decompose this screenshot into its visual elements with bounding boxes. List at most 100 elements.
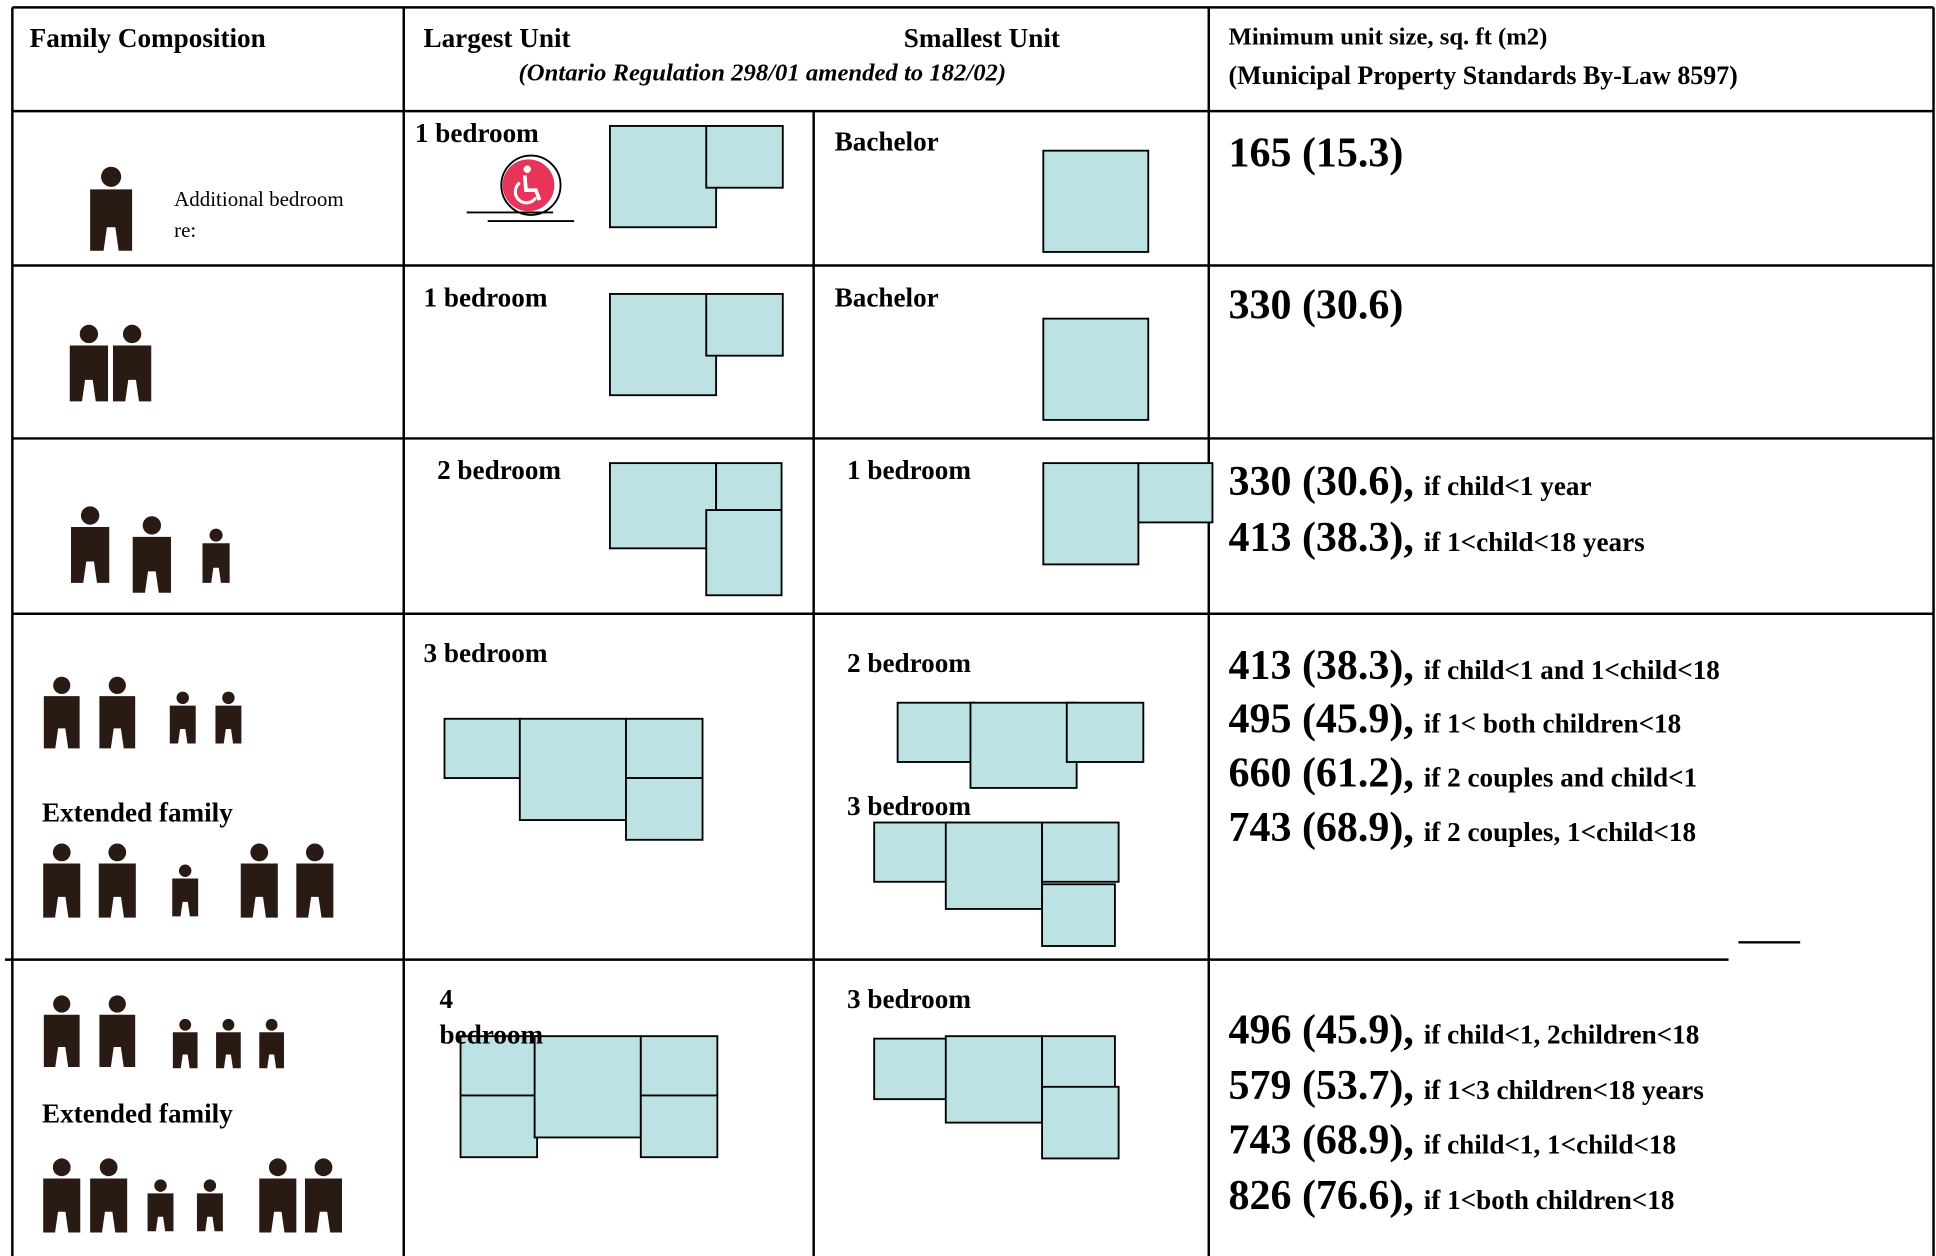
family-note: Extended family (42, 797, 233, 827)
person-head (203, 1179, 217, 1192)
smallest-unit: 2 bedroom (847, 648, 971, 678)
largest-unit: 2 bedroom (437, 455, 561, 485)
person-body (304, 1178, 343, 1233)
min-size: 330 (30.6) (1229, 283, 1404, 329)
size-value: 826 (76.6), (1229, 1173, 1414, 1219)
person-icon (90, 166, 133, 251)
size-value: 330 (30.6) (1229, 283, 1404, 329)
smallest-unit: Bachelor (835, 282, 939, 312)
wheelchair-icon (466, 154, 575, 222)
person-body (216, 1032, 241, 1069)
person-icon (43, 843, 81, 918)
floor-plans (443, 125, 1214, 1160)
person-head (108, 843, 127, 862)
person-icon (169, 691, 196, 744)
smallest-unit: 3 bedroom (847, 984, 971, 1014)
smallest-unit: Bachelor (835, 127, 939, 157)
person-head (52, 843, 71, 862)
person-body (296, 863, 334, 918)
header-family: Family Composition (30, 23, 266, 53)
person-body (90, 189, 133, 251)
person-icon (172, 1018, 198, 1069)
person-body (172, 1032, 198, 1069)
size-value: 495 (45.9), (1229, 696, 1414, 742)
person-body (43, 696, 80, 749)
person-body (132, 536, 172, 593)
size-condition: if child<1 year (1424, 471, 1592, 501)
person-icon (43, 676, 80, 749)
person-head (222, 691, 235, 705)
smallest-unit: 3 bedroom (847, 791, 971, 821)
person-icon (70, 506, 110, 583)
size-value: 660 (61.2), (1229, 751, 1414, 797)
person-body (112, 345, 152, 402)
person-head (108, 995, 126, 1013)
largest-unit: 1 bedroom (415, 118, 539, 148)
min-size: 579 (53.7), if 1<3 children<18 years (1229, 1063, 1704, 1109)
min-size: 743 (68.9), if child<1, 1<child<18 (1229, 1117, 1677, 1163)
min-size: 743 (68.9), if 2 couples, 1<child<18 (1229, 805, 1697, 851)
person-icon (240, 843, 278, 918)
min-size: 413 (38.3), if 1<child<18 years (1229, 515, 1645, 561)
size-value: 413 (38.3), (1229, 643, 1414, 689)
size-condition: if 1<both children<18 (1424, 1185, 1675, 1215)
person-head (108, 676, 126, 694)
person-head (268, 1158, 287, 1177)
person-icon (202, 528, 230, 583)
family-note: re: (174, 218, 196, 242)
person-head (314, 1158, 333, 1177)
largest-unit: bedroom (440, 1020, 544, 1050)
header-smallest: Smallest Unit (904, 23, 1060, 53)
min-size: 496 (45.9), if child<1, 2children<18 (1229, 1008, 1700, 1054)
person-icon (69, 324, 109, 402)
table-grid (4, 6, 1935, 1256)
person-head (265, 1018, 278, 1031)
person-body (90, 1178, 128, 1233)
person-head (122, 324, 142, 344)
person-icon (196, 1179, 223, 1232)
person-head (209, 528, 223, 542)
person-body (240, 863, 278, 918)
person-icon (172, 864, 199, 917)
largest-unit: 3 bedroom (424, 638, 548, 668)
person-body (43, 1178, 81, 1233)
size-value: 165 (15.3) (1229, 131, 1404, 177)
largest-unit: 1 bedroom (424, 282, 548, 312)
person-head (305, 843, 324, 862)
person-icon (132, 516, 172, 593)
min-size: 660 (61.2), if 2 couples and child<1 (1229, 751, 1698, 797)
person-head (52, 1158, 71, 1177)
person-icon (112, 324, 152, 402)
size-condition: if 2 couples and child<1 (1424, 763, 1697, 793)
person-icon (99, 676, 136, 749)
size-condition: if 1<child<18 years (1424, 527, 1645, 557)
header-regulation: (Ontario Regulation 298/01 amended to 18… (519, 59, 1007, 86)
min-size: 413 (38.3), if child<1 and 1<child<18 (1229, 643, 1720, 689)
person-icon (296, 843, 334, 918)
person-body (169, 705, 196, 744)
person-head (250, 843, 269, 862)
person-head (53, 676, 71, 694)
person-body (259, 1178, 297, 1233)
person-body (196, 1193, 223, 1232)
person-icon (98, 843, 136, 918)
person-body (259, 1032, 284, 1069)
person-head (176, 691, 189, 705)
size-condition: if child<1, 1<child<18 (1424, 1129, 1676, 1159)
person-head (142, 516, 162, 535)
person-head (80, 506, 100, 525)
person-body (147, 1193, 174, 1232)
person-head (178, 864, 192, 877)
person-body (70, 527, 110, 583)
person-icon (90, 1158, 128, 1233)
family-note: Additional bedroom (174, 187, 344, 211)
person-body (202, 543, 230, 583)
person-icon (99, 995, 136, 1068)
size-condition: if 2 couples, 1<child<18 (1424, 817, 1696, 847)
person-head (101, 166, 122, 187)
person-head (79, 324, 99, 344)
person-icon (43, 995, 80, 1068)
person-body (99, 696, 136, 749)
